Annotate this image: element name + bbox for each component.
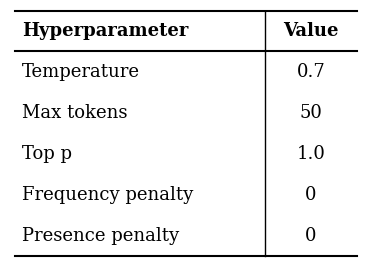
Text: Frequency penalty: Frequency penalty xyxy=(22,186,193,204)
Text: 50: 50 xyxy=(300,104,322,122)
Text: Temperature: Temperature xyxy=(22,63,140,81)
Text: Value: Value xyxy=(283,22,339,40)
Text: 1.0: 1.0 xyxy=(297,145,325,163)
Text: Presence penalty: Presence penalty xyxy=(22,227,179,245)
Text: 0: 0 xyxy=(305,227,317,245)
Text: 0: 0 xyxy=(305,186,317,204)
Text: Max tokens: Max tokens xyxy=(22,104,128,122)
Text: Hyperparameter: Hyperparameter xyxy=(22,22,188,40)
Text: 0.7: 0.7 xyxy=(297,63,325,81)
Text: Top p: Top p xyxy=(22,145,72,163)
